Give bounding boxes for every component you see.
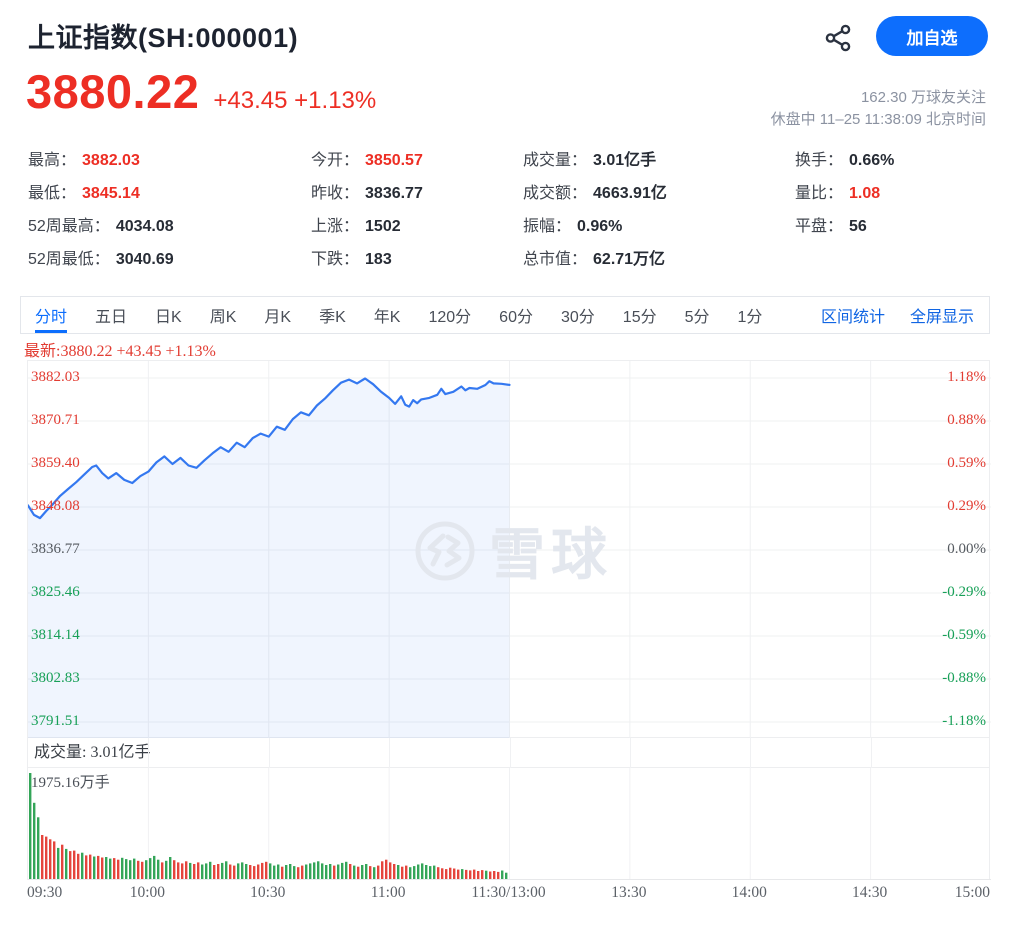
stat-item: 今开： 3850.57 xyxy=(311,152,423,169)
y-axis-price-label: 3870.71 xyxy=(31,412,80,428)
x-axis-label: 14:30 xyxy=(851,884,888,901)
price-area xyxy=(28,378,510,739)
tab-30分[interactable]: 30分 xyxy=(560,309,595,326)
gridline xyxy=(148,738,150,768)
x-axis-label: 14:00 xyxy=(731,884,767,901)
gridline xyxy=(509,738,511,768)
stat-item: 成交额： 4663.91亿 xyxy=(523,185,667,202)
tab-links: 区间统计 全屏显示 xyxy=(811,297,989,333)
page-title: 上证指数(SH:000001) xyxy=(28,23,299,53)
y-axis-price-label: 3791.51 xyxy=(31,713,80,729)
chart-tab-bar: 分时 五日 日K 周K 月K 季K 年K 120分 60分 30分 15分 5分 1分 区间统计 全屏显示 xyxy=(20,296,990,334)
gridline xyxy=(750,738,752,768)
y-axis-pct-label: 1.18% xyxy=(947,369,986,385)
volume-bars xyxy=(29,773,508,879)
stat-item: 平盘： 56 xyxy=(795,218,867,235)
tab-120分[interactable]: 120分 xyxy=(428,309,472,326)
y-axis-pct-label: 0.88% xyxy=(947,412,986,428)
y-axis-price-label: 3848.08 xyxy=(31,498,80,514)
y-axis-price-label: 3859.40 xyxy=(31,455,80,471)
stat-item: 52周最高： 4034.08 xyxy=(28,218,174,235)
y-axis-price-label: 3836.77 xyxy=(31,541,80,557)
gridline xyxy=(629,738,631,768)
latest-quote-label: 最新:3880.22 +43.45 +1.13% xyxy=(24,343,216,360)
stat-item: 成交量： 3.01亿手 xyxy=(523,152,657,169)
stat-item: 总市值： 62.71万亿 xyxy=(523,251,666,268)
stat-item: 52周最低： 3040.69 xyxy=(28,251,174,268)
stat-item: 昨收： 3836.77 xyxy=(311,185,423,202)
x-axis-label: 10:00 xyxy=(129,884,166,901)
market-status: 休盘中 11–25 11:38:09 北京时间 xyxy=(770,111,986,128)
stat-item: 最低： 3845.14 xyxy=(28,185,140,202)
volume-chart-pane[interactable] xyxy=(27,768,991,880)
volume-axis-max-label: 1975.16万手 xyxy=(31,775,110,791)
y-axis-price-label: 3814.14 xyxy=(31,627,80,643)
tab-周K[interactable]: 周K xyxy=(209,309,237,326)
gridline xyxy=(268,738,270,768)
y-axis-pct-label: -0.29% xyxy=(942,584,986,600)
gridline xyxy=(389,738,391,768)
price-chart-svg xyxy=(26,361,991,739)
y-axis-price-label: 3882.03 xyxy=(31,369,80,385)
y-axis-pct-label: 0.00% xyxy=(947,541,986,557)
x-axis-label: 09:30 xyxy=(27,884,63,901)
volume-summary-row: 成交量: 3.01亿手 xyxy=(27,738,990,768)
tab-季K[interactable]: 季K xyxy=(319,309,346,326)
tab-1分[interactable]: 1分 xyxy=(737,309,763,326)
stat-item: 量比： 1.08 xyxy=(795,185,881,202)
stat-item: 下跌： 183 xyxy=(311,251,392,268)
tab-日K[interactable]: 日K xyxy=(155,309,182,326)
add-watchlist-button[interactable]: 加自选 xyxy=(876,16,988,56)
y-axis-pct-label: 0.29% xyxy=(947,498,986,514)
stats-grid: 最高： 3882.03 今开： 3850.57 成交量： 3.01亿手 换手： 0.66% 最低… xyxy=(28,146,986,278)
tab-5分[interactable]: 5分 xyxy=(684,309,710,326)
stat-item: 振幅： 0.96% xyxy=(523,218,623,235)
tab-分时[interactable]: 分时 xyxy=(35,297,68,333)
quote-row: 3880.22 +43.45 +1.13% xyxy=(26,64,376,119)
price-chart-pane[interactable] xyxy=(26,360,991,739)
current-price: 3880.22 xyxy=(26,65,200,118)
volume-chart-svg xyxy=(28,768,991,880)
tab-年K[interactable]: 年K xyxy=(373,309,401,326)
y-axis-pct-label: 0.59% xyxy=(947,455,986,471)
tab-15分[interactable]: 15分 xyxy=(622,309,657,326)
gridline xyxy=(870,738,872,768)
link-全屏显示[interactable]: 全屏显示 xyxy=(909,309,974,326)
y-axis-price-label: 3825.46 xyxy=(31,584,80,600)
y-axis-pct-label: -0.88% xyxy=(942,670,986,686)
stat-item: 换手： 0.66% xyxy=(795,152,895,169)
stat-item: 最高： 3882.03 xyxy=(28,152,140,169)
x-axis: 09:30 10:00 10:30 11:00 11:30/13:00 13:30 14:0… xyxy=(0,884,1010,906)
x-axis-label: 13:30 xyxy=(611,884,647,901)
x-axis-label: 10:30 xyxy=(250,884,286,901)
y-axis-price-label: 3802.83 xyxy=(31,670,80,686)
volume-gridlines xyxy=(147,768,872,879)
stat-item-empty xyxy=(795,245,986,278)
price-line xyxy=(26,377,511,520)
share-icon[interactable] xyxy=(822,22,854,54)
tab-五日[interactable]: 五日 xyxy=(95,309,128,326)
y-axis-pct-label: -1.18% xyxy=(942,713,986,729)
tab-60分[interactable]: 60分 xyxy=(499,309,533,326)
y-axis-pct-label: -0.59% xyxy=(942,627,986,643)
stat-item: 上涨： 1502 xyxy=(311,218,401,235)
tab-月K[interactable]: 月K xyxy=(264,309,292,326)
link-区间统计[interactable]: 区间统计 xyxy=(820,309,885,326)
x-axis-label: 11:30/13:00 xyxy=(471,884,546,901)
x-axis-label: 15:00 xyxy=(954,884,990,901)
followers-count: 162.30 万球友关注 xyxy=(860,89,986,106)
x-axis-label: 11:00 xyxy=(370,884,406,901)
price-change: +43.45 +1.13% xyxy=(213,87,377,114)
